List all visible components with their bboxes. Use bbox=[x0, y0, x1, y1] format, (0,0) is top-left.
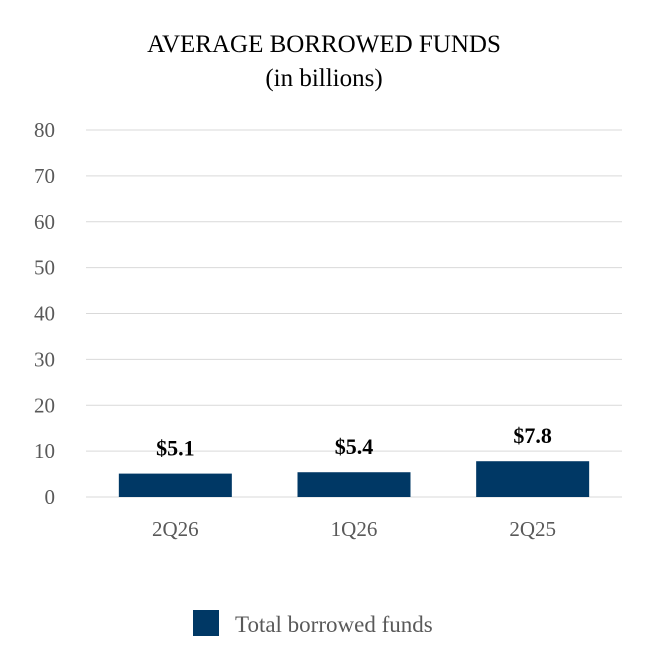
y-tick-label: 30 bbox=[34, 347, 55, 371]
y-tick-label: 70 bbox=[34, 164, 55, 188]
y-tick-label: 80 bbox=[34, 118, 55, 142]
legend-swatch bbox=[193, 610, 219, 636]
x-axis-tick-labels: 2Q26 1Q26 2Q25 bbox=[152, 517, 556, 541]
data-labels: $5.1 $5.4 $7.8 bbox=[156, 423, 552, 460]
legend: Total borrowed funds bbox=[193, 610, 433, 637]
y-tick-label: 20 bbox=[34, 393, 55, 417]
bar-2Q25 bbox=[476, 461, 590, 497]
y-tick-label: 40 bbox=[34, 302, 55, 326]
y-tick-label: 0 bbox=[45, 485, 56, 509]
data-label-1Q26: $5.4 bbox=[335, 434, 374, 459]
bars bbox=[118, 461, 590, 497]
x-tick-label-2Q25: 2Q25 bbox=[509, 517, 556, 541]
y-tick-label: 10 bbox=[34, 439, 55, 463]
x-tick-label-1Q26: 1Q26 bbox=[331, 517, 378, 541]
chart-subtitle: (in billions) bbox=[265, 65, 382, 92]
bar-2Q26 bbox=[118, 473, 232, 497]
y-axis-tick-labels: 0 10 20 30 40 50 60 70 80 bbox=[34, 118, 55, 509]
data-label-2Q25: $7.8 bbox=[513, 423, 552, 448]
gridlines bbox=[86, 129, 622, 498]
bar-1Q26 bbox=[297, 472, 411, 497]
y-tick-label: 60 bbox=[34, 210, 55, 234]
y-tick-label: 50 bbox=[34, 256, 55, 280]
legend-label: Total borrowed funds bbox=[235, 612, 433, 637]
chart-title: AVERAGE BORROWED FUNDS bbox=[147, 31, 501, 58]
x-tick-label-2Q26: 2Q26 bbox=[152, 517, 199, 541]
data-label-2Q26: $5.1 bbox=[156, 436, 195, 461]
